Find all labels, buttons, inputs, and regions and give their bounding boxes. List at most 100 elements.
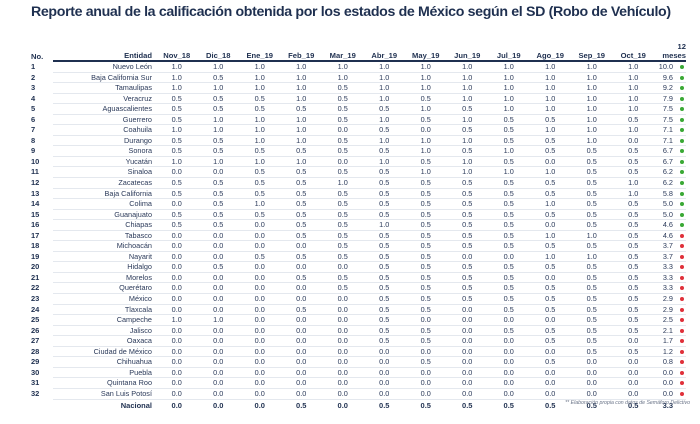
row-number: 20 — [31, 262, 40, 272]
table-row: 26 Jalisco 0.0 0.0 0.0 0.0 0.0 0.5 0.5 0.0 0.5 0.5 0… — [31, 325, 686, 337]
row-value: 0.0 — [197, 335, 239, 347]
row-value: 0.0 — [529, 219, 571, 231]
row-value: 1.0 — [612, 82, 654, 94]
row-number: 6 — [31, 114, 36, 124]
row-value: 0.5 — [322, 166, 364, 178]
row-value: 0.5 — [612, 282, 654, 295]
row-value: 0.0 — [239, 377, 281, 389]
row-value: 0.0 — [529, 272, 571, 284]
row-value: 1.0 — [571, 230, 613, 242]
row-value: 0.0 — [239, 272, 281, 284]
row-value: 1.0 — [571, 61, 613, 73]
row-value: 0.5 — [156, 93, 198, 105]
row-number: 22 — [31, 283, 40, 293]
row-value: 0.5 — [363, 124, 405, 136]
status-dot-icon — [680, 138, 684, 143]
row-value: 0.0 — [488, 335, 530, 347]
row-value: 0.5 — [529, 335, 571, 347]
row-value: 0.0 — [405, 346, 447, 358]
row-value: 1.0 — [239, 135, 281, 147]
row-value: 0.5 — [529, 293, 571, 305]
row-value: 0.0 — [156, 198, 198, 210]
row-value: 0.5 — [156, 135, 198, 147]
table-row: 18 Michoacán 0.0 0.0 0.0 0.0 0.5 0.5 0.5 0.5 0.5 0.… — [31, 240, 686, 252]
header-month: May_19 — [405, 42, 447, 62]
row-value: 0.0 — [446, 314, 488, 326]
row-value: 0.0 — [322, 261, 364, 273]
row-value: 0.0 — [156, 240, 198, 252]
row-value: 0.5 — [571, 335, 613, 347]
row-number: 27 — [31, 336, 40, 346]
row-score: 4.6 — [654, 230, 686, 242]
row-number: 17 — [31, 230, 40, 240]
row-value: 0.5 — [405, 304, 447, 316]
status-dot-icon — [680, 244, 684, 249]
row-score: 2.9 — [654, 304, 686, 316]
score-value: 2.9 — [662, 304, 673, 314]
table-row: 25 Campeche 1.0 1.0 0.0 0.0 0.0 0.5 0.0 0.0 0.0 0.0… — [31, 314, 686, 326]
row-value: 0.5 — [197, 72, 239, 84]
row-value: 0.5 — [488, 114, 530, 126]
row-score: 1.7 — [654, 335, 686, 347]
row-value: 0.5 — [239, 103, 281, 115]
row-value: 0.0 — [446, 377, 488, 389]
row-entidad: Sonora — [53, 145, 156, 157]
row-score: 2.5 — [654, 314, 686, 326]
row-value: 1.0 — [197, 156, 239, 168]
score-value: 3.3 — [662, 272, 673, 282]
score-value: 7.1 — [662, 135, 673, 145]
row-entidad: Tabasco — [53, 230, 156, 242]
row-value: 1.0 — [571, 251, 613, 263]
score-value: 6.7 — [662, 156, 673, 166]
row-value: 0.0 — [156, 388, 198, 400]
row-value: 0.5 — [571, 188, 613, 200]
row-value: 1.0 — [280, 72, 322, 84]
row-value: 0.5 — [612, 261, 654, 273]
row-value: 0.5 — [197, 103, 239, 115]
row-value: 0.0 — [197, 325, 239, 337]
status-dot-icon — [680, 254, 684, 259]
header-month: Jul_19 — [488, 42, 530, 62]
row-value: 0.5 — [363, 335, 405, 347]
row-value: 0.0 — [239, 282, 281, 295]
row-value: 0.5 — [405, 156, 447, 168]
row-value: 0.5 — [405, 272, 447, 284]
row-value: 1.0 — [363, 114, 405, 126]
row-value: 0.5 — [322, 93, 364, 105]
row-value: 0.5 — [363, 325, 405, 337]
row-value: 0.5 — [612, 293, 654, 305]
row-value: 0.5 — [571, 272, 613, 284]
row-value: 0.0 — [446, 335, 488, 347]
row-value: 0.5 — [405, 188, 447, 200]
score-value: 1.7 — [662, 336, 673, 346]
row-value: 0.0 — [322, 377, 364, 389]
table-row: 6 Guerrero 0.5 1.0 1.0 1.0 0.5 1.0 0.5 1.0 0.5 0.5 1… — [31, 114, 686, 126]
row-value: 0.0 — [446, 304, 488, 316]
row-score: 0.8 — [654, 356, 686, 368]
row-value: 0.5 — [280, 209, 322, 221]
row-value: 0.5 — [571, 209, 613, 221]
table-row: 16 Chiapas 0.5 0.5 0.0 0.5 0.5 1.0 0.5 0.5 0.5 0.0 0… — [31, 219, 686, 231]
row-value: 0.0 — [488, 356, 530, 368]
row-value: 0.5 — [529, 261, 571, 273]
row-entidad: Quintana Roo — [53, 377, 156, 389]
row-value: 0.0 — [156, 261, 198, 273]
score-value: 7.5 — [662, 114, 673, 124]
row-value: 1.0 — [488, 166, 530, 178]
row-value: 0.5 — [280, 188, 322, 200]
row-value: 0.5 — [322, 209, 364, 221]
table-row: 14 Colima 0.0 0.5 1.0 0.5 0.5 0.5 0.5 0.5 0.5 1.0 0.… — [31, 198, 686, 210]
row-value: 0.5 — [322, 282, 364, 295]
row-value: 0.5 — [446, 177, 488, 189]
row-value: 0.5 — [612, 145, 654, 157]
row-entidad: Hidalgo — [53, 261, 156, 273]
row-value: 0.0 — [488, 377, 530, 389]
row-value: 0.5 — [363, 230, 405, 242]
row-score: 6.2 — [654, 177, 686, 189]
table-row: 24 Tlaxcala 0.0 0.0 0.0 0.5 0.0 0.5 0.5 0.0 0.5 0.5… — [31, 304, 686, 316]
status-dot-icon — [680, 128, 684, 133]
row-score: 1.2 — [654, 346, 686, 358]
row-value: 0.0 — [446, 367, 488, 379]
row-value: 1.0 — [156, 72, 198, 84]
nacional-value: 0.5 — [628, 400, 639, 410]
